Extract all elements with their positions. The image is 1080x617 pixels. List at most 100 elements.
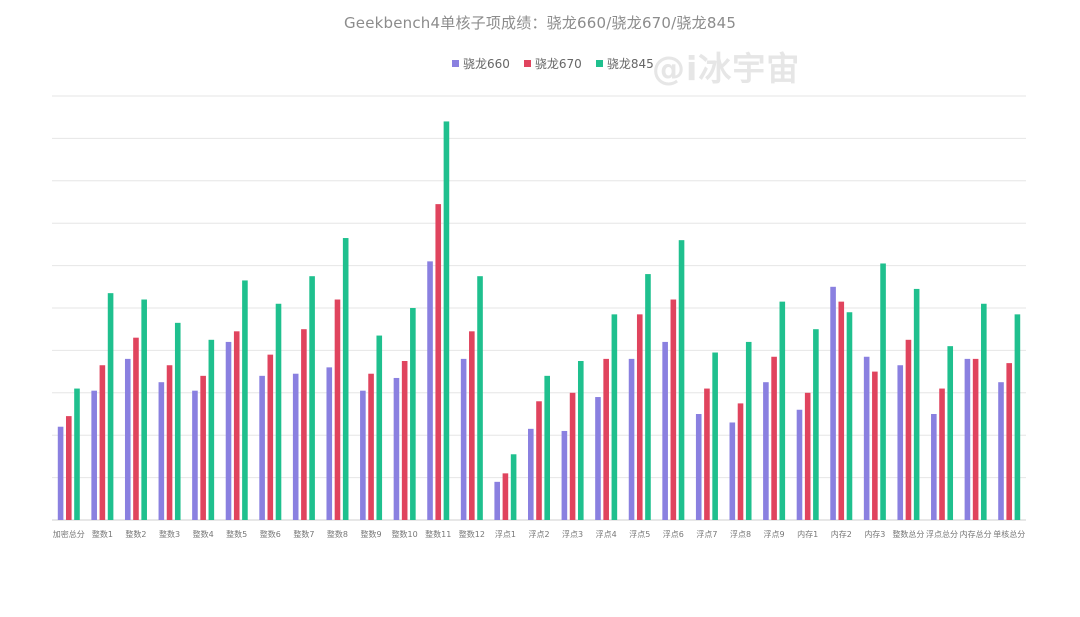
bar-骁龙660-浮点5 bbox=[628, 358, 635, 520]
bar-骁龙845-浮点总分 bbox=[947, 346, 954, 520]
bar-骁龙670-浮点8 bbox=[737, 403, 744, 520]
x-tick-label: 整数11 bbox=[425, 529, 451, 539]
bar-骁龙845-整数1 bbox=[107, 293, 114, 520]
legend-swatch-sd670 bbox=[523, 60, 531, 67]
bar-骁龙845-加密总分 bbox=[74, 388, 80, 520]
x-tick-label: 浮点6 bbox=[663, 529, 684, 539]
legend-item-sd670: 骁龙670 bbox=[523, 55, 582, 72]
bar-骁龙670-内存1 bbox=[804, 392, 811, 520]
bar-骁龙660-单核总分 bbox=[998, 382, 1004, 520]
bar-骁龙845-整数6 bbox=[275, 303, 282, 520]
chart-title: Geekbench4单核子项成绩：骁龙660/骁龙670/骁龙845 bbox=[343, 14, 737, 32]
bar-骁龙670-整数6 bbox=[267, 354, 274, 520]
x-tick-label: 内存2 bbox=[831, 529, 852, 539]
bar-骁龙845-浮点9 bbox=[779, 301, 786, 520]
bar-骁龙660-整数5 bbox=[225, 341, 232, 520]
legend-label-sd670: 骁龙670 bbox=[534, 57, 582, 71]
bar-骁龙845-浮点8 bbox=[745, 341, 752, 520]
bar-骁龙670-整数4 bbox=[200, 375, 206, 520]
bar-骁龙845-内存总分 bbox=[981, 303, 987, 520]
x-tick-label: 加密总分 bbox=[53, 529, 85, 539]
bar-骁龙670-浮点6 bbox=[670, 299, 677, 520]
bar-骁龙660-浮点7 bbox=[695, 414, 702, 520]
bar-骁龙845-整数5 bbox=[242, 280, 248, 520]
x-tick-label: 内存1 bbox=[797, 529, 818, 539]
bar-骁龙845-整数3 bbox=[174, 322, 181, 520]
bar-骁龙845-整数7 bbox=[309, 276, 315, 520]
bar-骁龙845-整数8 bbox=[342, 238, 349, 521]
bar-骁龙845-浮点1 bbox=[510, 454, 517, 520]
bar-骁龙660-整数1 bbox=[91, 390, 97, 520]
x-tick-label: 整数1 bbox=[92, 529, 113, 539]
x-tick-label: 内存3 bbox=[864, 529, 885, 539]
bar-骁龙845-内存1 bbox=[813, 329, 819, 520]
bar-骁龙660-浮点1 bbox=[494, 481, 501, 520]
bar-骁龙845-整数10 bbox=[410, 308, 416, 520]
x-tick-label: 整数10 bbox=[392, 529, 418, 539]
bar-骁龙660-整数2 bbox=[124, 358, 131, 520]
bar-骁龙660-浮点总分 bbox=[931, 414, 937, 520]
bar-骁龙845-整数9 bbox=[376, 335, 383, 520]
legend-swatch-sd660 bbox=[452, 60, 459, 67]
bar-骁龙845-浮点7 bbox=[712, 352, 718, 520]
bar-骁龙845-整数总分 bbox=[913, 288, 920, 520]
x-tick-label: 整数6 bbox=[260, 529, 281, 539]
bar-骁龙660-整数12 bbox=[460, 358, 467, 520]
bar-骁龙845-整数12 bbox=[477, 276, 483, 520]
bar-骁龙845-整数4 bbox=[208, 339, 215, 520]
bar-骁龙670-整数3 bbox=[166, 365, 173, 520]
bar-骁龙845-整数2 bbox=[141, 299, 147, 520]
bar-骁龙670-内存3 bbox=[872, 371, 878, 520]
bar-骁龙845-整数11 bbox=[443, 121, 450, 520]
x-tick-label: 浮点7 bbox=[696, 529, 717, 539]
bar-骁龙660-整数8 bbox=[326, 367, 333, 520]
x-tick-label: 浮点4 bbox=[596, 529, 617, 539]
bar-骁龙845-浮点2 bbox=[544, 375, 550, 520]
x-tick-label: 整数2 bbox=[125, 529, 146, 539]
bar-骁龙670-整数总分 bbox=[905, 339, 912, 520]
bar-骁龙660-整数11 bbox=[427, 261, 433, 520]
bar-骁龙845-内存3 bbox=[880, 263, 886, 520]
watermark: @i冰宇宙 bbox=[652, 49, 801, 88]
bar-骁龙845-浮点5 bbox=[645, 274, 651, 520]
bar-骁龙670-整数8 bbox=[334, 299, 341, 520]
x-tick-label: 整数4 bbox=[193, 529, 214, 539]
x-tick-label: 整数总分 bbox=[892, 529, 924, 539]
x-tick-label: 整数7 bbox=[293, 529, 314, 539]
bar-骁龙845-浮点6 bbox=[678, 240, 685, 520]
bar-骁龙670-浮点3 bbox=[569, 392, 576, 520]
bar-骁龙845-内存2 bbox=[846, 312, 853, 520]
bar-骁龙660-内存3 bbox=[863, 356, 870, 520]
x-tick-label: 浮点5 bbox=[629, 529, 650, 539]
bar-骁龙670-内存总分 bbox=[972, 358, 979, 520]
bar-骁龙660-内存1 bbox=[796, 409, 803, 520]
legend-label-sd660: 骁龙660 bbox=[463, 57, 510, 71]
bar-骁龙660-浮点4 bbox=[595, 397, 601, 520]
legend-label-sd845: 骁龙845 bbox=[606, 57, 654, 71]
bar-骁龙670-浮点5 bbox=[636, 314, 643, 520]
bar-骁龙670-浮点4 bbox=[603, 358, 609, 520]
bar-骁龙670-内存2 bbox=[838, 301, 845, 520]
bar-骁龙670-整数9 bbox=[368, 373, 374, 520]
x-tick-label: 浮点3 bbox=[562, 529, 583, 539]
x-tick-label: 整数5 bbox=[226, 529, 247, 539]
x-tick-label: 整数9 bbox=[361, 529, 382, 539]
bar-骁龙660-浮点6 bbox=[662, 341, 668, 520]
bar-骁龙670-加密总分 bbox=[65, 416, 72, 520]
x-tick-label: 整数12 bbox=[459, 529, 485, 539]
bar-骁龙660-整数6 bbox=[259, 375, 265, 520]
bar-骁龙660-整数总分 bbox=[897, 365, 904, 520]
bar-骁龙845-单核总分 bbox=[1014, 314, 1021, 520]
bar-骁龙670-浮点9 bbox=[771, 356, 777, 520]
bar-骁龙670-整数12 bbox=[469, 331, 475, 520]
bar-骁龙670-浮点总分 bbox=[939, 388, 945, 520]
x-tick-label: 浮点2 bbox=[528, 529, 549, 539]
bar-骁龙660-浮点3 bbox=[561, 430, 568, 520]
bar-骁龙660-整数4 bbox=[192, 390, 198, 520]
bar-骁龙660-浮点9 bbox=[763, 382, 769, 520]
x-tick-label: 浮点1 bbox=[495, 529, 516, 539]
bar-骁龙670-整数10 bbox=[401, 361, 408, 520]
bar-骁龙845-浮点4 bbox=[611, 314, 618, 520]
x-tick-label: 单核总分 bbox=[993, 529, 1025, 539]
